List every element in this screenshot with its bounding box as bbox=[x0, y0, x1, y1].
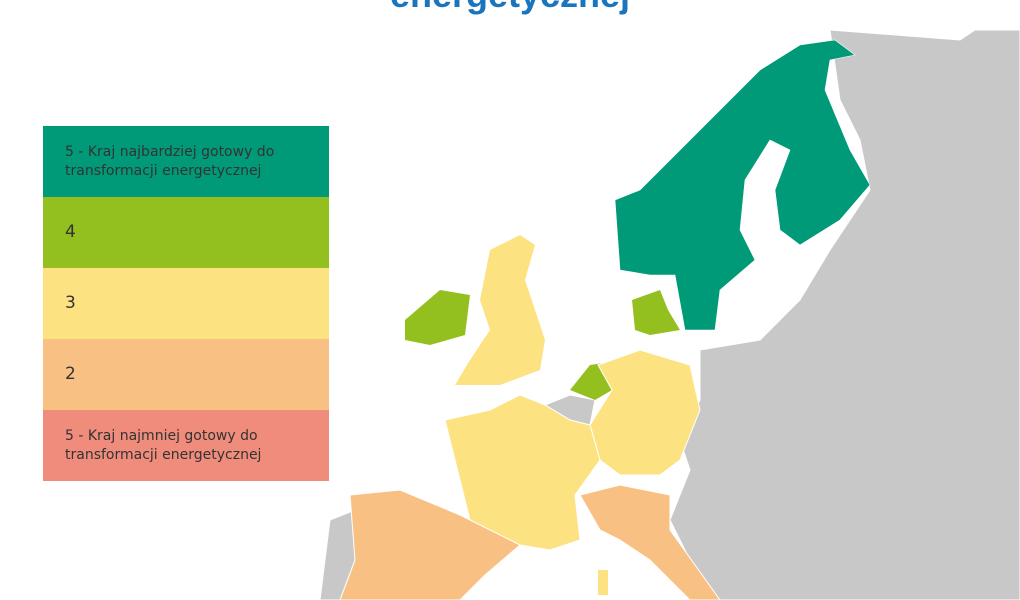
legend-label: 4 bbox=[65, 222, 76, 242]
legend-item-1: 5 - Kraj najmniej gotowy do transformacj… bbox=[43, 410, 329, 481]
region-denmark bbox=[632, 290, 680, 335]
legend: 5 - Kraj najbardziej gotowy do transform… bbox=[43, 126, 329, 481]
legend-label: 5 - Kraj najmniej gotowy do transformacj… bbox=[65, 427, 262, 463]
region-scandinavia bbox=[614, 39, 871, 331]
legend-label: 3 bbox=[65, 293, 76, 313]
region-spain bbox=[339, 489, 521, 600]
region-uk bbox=[455, 235, 545, 385]
legend-item-2: 2 bbox=[43, 339, 329, 410]
legend-item-4: 4 bbox=[43, 197, 329, 268]
region-sardinia bbox=[598, 570, 608, 595]
region-italy bbox=[579, 484, 721, 600]
legend-label: 5 - Kraj najbardziej gotowy do transform… bbox=[65, 143, 275, 179]
legend-label: 2 bbox=[65, 364, 76, 384]
legend-item-5: 5 - Kraj najbardziej gotowy do transform… bbox=[43, 126, 329, 197]
legend-item-3: 3 bbox=[43, 268, 329, 339]
region-ireland bbox=[405, 290, 470, 345]
map-title: energetycznej bbox=[0, 0, 1020, 16]
region-germany bbox=[589, 349, 701, 476]
